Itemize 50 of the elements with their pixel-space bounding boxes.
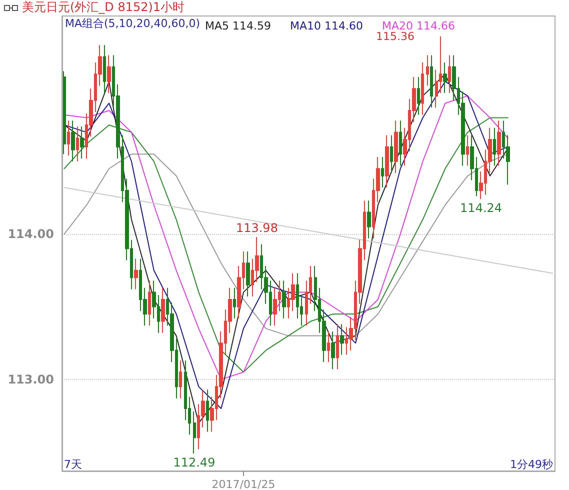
candlestick — [443, 62, 447, 94]
candlestick — [103, 44, 106, 94]
candlestick — [394, 120, 398, 174]
candlestick — [107, 54, 111, 94]
y-tick-label: 114.00 — [8, 227, 54, 242]
candlestick — [367, 200, 371, 239]
annotation: 114.24 — [460, 201, 502, 216]
candlestick — [448, 54, 451, 94]
chart-title: 美元日元(外汇_D 8152)1小时 — [22, 0, 185, 16]
candlestick — [206, 389, 209, 432]
candlestick — [134, 258, 138, 290]
annotation: 7天 — [64, 458, 82, 471]
candlestick — [381, 156, 384, 188]
text: MA10 114.60 — [290, 20, 363, 32]
candlestick — [80, 126, 84, 159]
annotation: 113.98 — [236, 220, 278, 235]
candlestick — [390, 134, 393, 174]
candlestick — [67, 120, 70, 156]
annotation: 115.36 — [376, 30, 414, 43]
candlestick — [76, 126, 79, 162]
candlestick — [497, 120, 501, 166]
candlestick — [63, 70, 66, 155]
candlestick — [193, 410, 196, 454]
text: MA20 114.66 — [382, 20, 455, 32]
text: MA5 114.59 — [205, 20, 271, 32]
candlestick — [426, 54, 429, 86]
candlestick — [399, 120, 402, 166]
candlestick — [336, 324, 339, 370]
candlestick — [331, 330, 335, 370]
candlestick — [179, 360, 182, 399]
line-series — [64, 154, 508, 336]
candlestick — [71, 120, 75, 162]
candlestick — [493, 127, 496, 166]
candlestick — [385, 134, 389, 188]
candlestick — [161, 287, 165, 334]
annotation: MA组合(5,10,20,40,60,0) — [65, 17, 200, 30]
candlestick — [340, 324, 344, 356]
candlestick — [148, 280, 151, 326]
y-tick-label: 113.00 — [8, 372, 54, 386]
annotation: 1分49秒 — [510, 458, 554, 471]
candlestick — [282, 280, 286, 319]
candlestick — [466, 134, 469, 166]
x-tick-label: 2017/01/25 — [212, 478, 276, 490]
candlestick — [417, 76, 420, 116]
candlestick — [246, 250, 250, 298]
candlestick — [233, 287, 236, 319]
candlestick — [430, 54, 433, 108]
annotation: 112.49 — [173, 456, 216, 470]
candlestick — [327, 330, 330, 362]
candlestick — [421, 62, 424, 116]
